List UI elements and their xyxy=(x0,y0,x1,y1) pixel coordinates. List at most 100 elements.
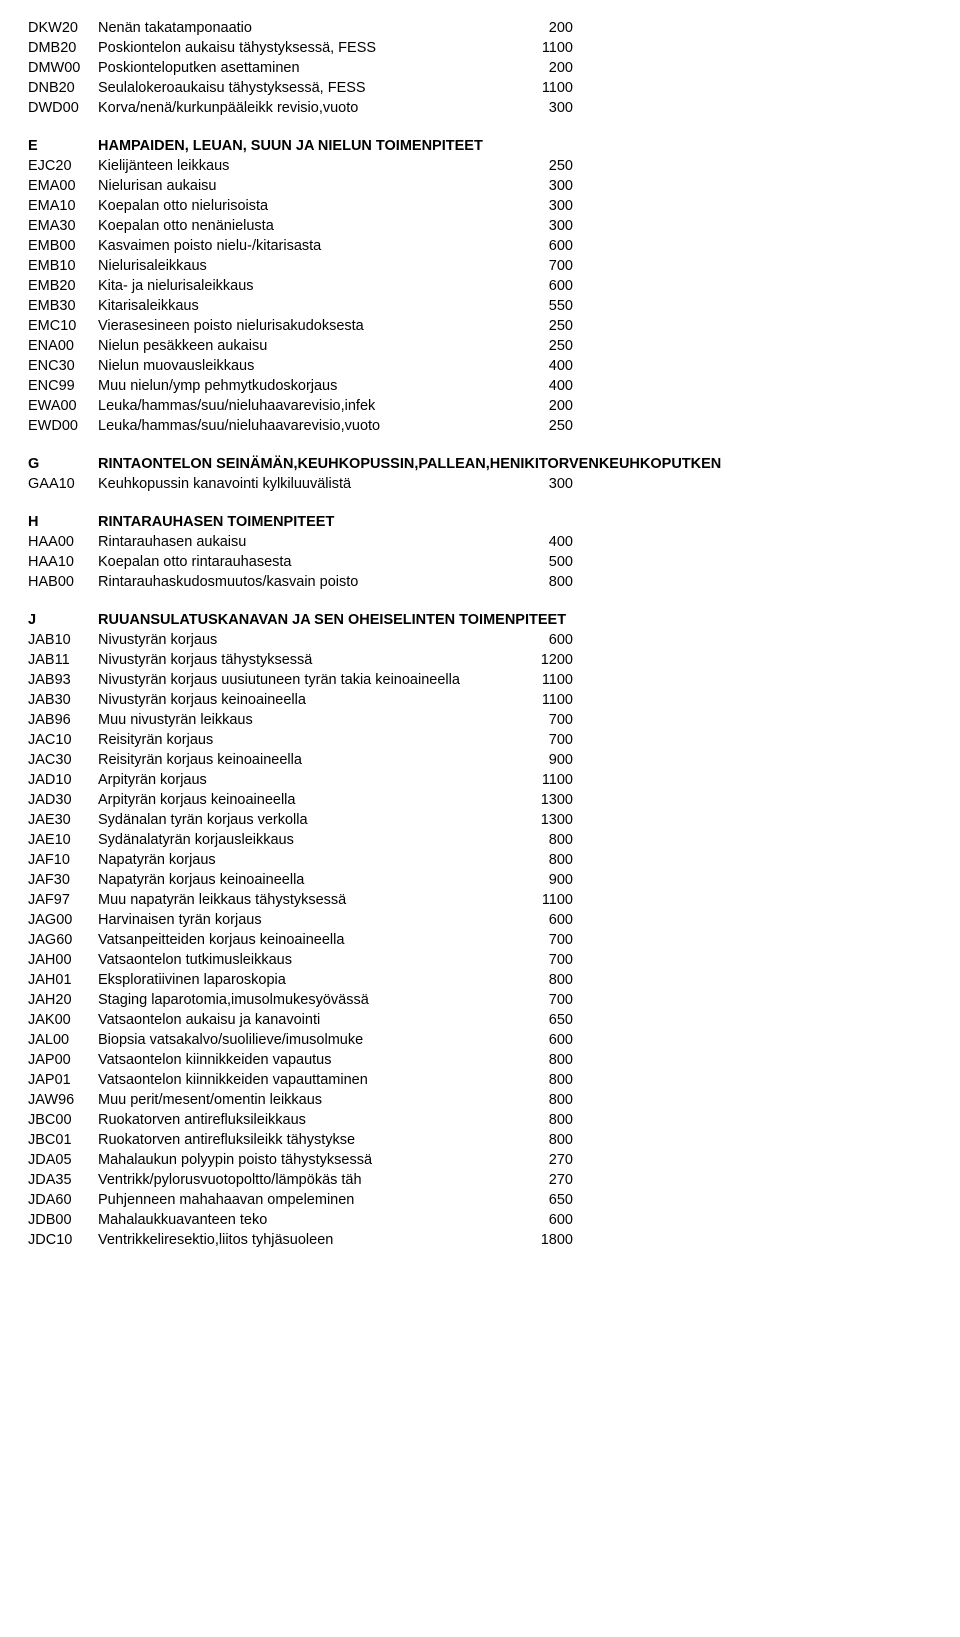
code-cell: JAB30 xyxy=(28,690,98,710)
table-row: EMC10Vierasesineen poisto nielurisakudok… xyxy=(28,316,960,336)
table-row: JAP00Vatsaontelon kiinnikkeiden vapautus… xyxy=(28,1050,960,1070)
label-cell: HAMPAIDEN, LEUAN, SUUN JA NIELUN TOIMENP… xyxy=(98,136,483,156)
label-cell: Kielijänteen leikkaus xyxy=(98,156,229,176)
code-cell: JAB10 xyxy=(28,630,98,650)
value-cell: 600 xyxy=(549,236,573,256)
code-cell: ENC30 xyxy=(28,356,98,376)
value-cell: 800 xyxy=(549,1050,573,1070)
code-cell: JAP00 xyxy=(28,1050,98,1070)
label-cell: Kitarisaleikkaus xyxy=(98,296,199,316)
label-cell: Vatsanpeitteiden korjaus keinoaineella xyxy=(98,930,344,950)
table-row: JAB93Nivustyrän korjaus uusiutuneen tyrä… xyxy=(28,670,960,690)
label-cell: Muu perit/mesent/omentin leikkaus xyxy=(98,1090,322,1110)
value-cell: 270 xyxy=(549,1170,573,1190)
label-cell: Koepalan otto nielurisoista xyxy=(98,196,268,216)
code-cell: ENC99 xyxy=(28,376,98,396)
table-row: EWA00Leuka/hammas/suu/nieluhaavarevisio,… xyxy=(28,396,960,416)
value-cell: 700 xyxy=(549,710,573,730)
code-cell: JAG00 xyxy=(28,910,98,930)
section-header-row: EHAMPAIDEN, LEUAN, SUUN JA NIELUN TOIMEN… xyxy=(28,136,960,156)
code-cell: EWA00 xyxy=(28,396,98,416)
code-cell: JDA35 xyxy=(28,1170,98,1190)
code-cell: JAC10 xyxy=(28,730,98,750)
code-cell: JBC00 xyxy=(28,1110,98,1130)
value-cell: 200 xyxy=(549,18,573,38)
label-cell: Harvinaisen tyrän korjaus xyxy=(98,910,262,930)
label-cell: Ventrikk/pylorusvuotopoltto/lämpökäs täh xyxy=(98,1170,362,1190)
code-cell: EMB30 xyxy=(28,296,98,316)
code-cell: JAF10 xyxy=(28,850,98,870)
label-cell: Leuka/hammas/suu/nieluhaavarevisio,vuoto xyxy=(98,416,380,436)
label-cell: Eksploratiivinen laparoskopia xyxy=(98,970,286,990)
label-cell: Nielurisaleikkaus xyxy=(98,256,207,276)
label-cell: Rintarauhasen aukaisu xyxy=(98,532,246,552)
label-cell: Rintarauhaskudosmuutos/kasvain poisto xyxy=(98,572,358,592)
label-cell: Vatsaontelon tutkimusleikkaus xyxy=(98,950,292,970)
label-cell: Napatyrän korjaus keinoaineella xyxy=(98,870,304,890)
label-cell: Vatsaontelon kiinnikkeiden vapautus xyxy=(98,1050,332,1070)
label-cell: Puhjenneen mahahaavan ompeleminen xyxy=(98,1190,354,1210)
code-cell: EMB20 xyxy=(28,276,98,296)
section-header-row: JRUUANSULATUSKANAVAN JA SEN OHEISELINTEN… xyxy=(28,610,960,630)
table-row: JDA35Ventrikk/pylorusvuotopoltto/lämpökä… xyxy=(28,1170,960,1190)
code-cell: JAB11 xyxy=(28,650,98,670)
value-cell: 700 xyxy=(549,950,573,970)
label-cell: Reisityrän korjaus xyxy=(98,730,213,750)
code-cell: EWD00 xyxy=(28,416,98,436)
table-row: JAC10Reisityrän korjaus 700 xyxy=(28,730,960,750)
label-cell: Arpityrän korjaus xyxy=(98,770,207,790)
section-gap xyxy=(28,494,960,512)
value-cell: 700 xyxy=(549,256,573,276)
code-cell: HAA00 xyxy=(28,532,98,552)
value-cell: 550 xyxy=(549,296,573,316)
label-cell: RUUANSULATUSKANAVAN JA SEN OHEISELINTEN … xyxy=(98,610,566,630)
value-cell: 500 xyxy=(549,552,573,572)
value-cell: 300 xyxy=(549,474,573,494)
value-cell: 700 xyxy=(549,990,573,1010)
code-cell: JAW96 xyxy=(28,1090,98,1110)
code-cell: DKW20 xyxy=(28,18,98,38)
label-cell: Ventrikkeliresektio,liitos tyhjäsuoleen xyxy=(98,1230,333,1250)
code-cell: JAD30 xyxy=(28,790,98,810)
section-gap xyxy=(28,436,960,454)
table-row: HAA00Rintarauhasen aukaisu400 xyxy=(28,532,960,552)
value-cell: 400 xyxy=(549,376,573,396)
code-cell: JAC30 xyxy=(28,750,98,770)
code-cell: JBC01 xyxy=(28,1130,98,1150)
value-cell: 250 xyxy=(549,316,573,336)
value-cell: 650 xyxy=(549,1190,573,1210)
table-row: JAE30Sydänalan tyrän korjaus verkolla130… xyxy=(28,810,960,830)
table-row: JAD30Arpityrän korjaus keinoaineella1300 xyxy=(28,790,960,810)
label-cell: Nivustyrän korjaus uusiutuneen tyrän tak… xyxy=(98,670,460,690)
label-cell: Kasvaimen poisto nielu-/kitarisasta xyxy=(98,236,321,256)
label-cell: Vatsaontelon aukaisu ja kanavointi xyxy=(98,1010,320,1030)
label-cell: Ruokatorven antirefluksileikkaus xyxy=(98,1110,306,1130)
value-cell: 700 xyxy=(549,730,573,750)
code-cell: DMB20 xyxy=(28,38,98,58)
table-row: JAB30Nivustyrän korjaus keinoaineella110… xyxy=(28,690,960,710)
value-cell: 800 xyxy=(549,970,573,990)
value-cell: 1100 xyxy=(542,38,573,58)
label-cell: Reisityrän korjaus keinoaineella xyxy=(98,750,302,770)
value-cell: 1100 xyxy=(542,890,573,910)
document-root: DKW20Nenän takatamponaatio200DMB20Poskio… xyxy=(28,18,960,1250)
table-row: JDC10Ventrikkeliresektio,liitos tyhjäsuo… xyxy=(28,1230,960,1250)
label-cell: Muu nivustyrän leikkaus xyxy=(98,710,253,730)
value-cell: 650 xyxy=(549,1010,573,1030)
label-cell: Poskiontelon aukaisu tähystyksessä, FESS xyxy=(98,38,376,58)
table-row: JDB00Mahalaukkuavanteen teko600 xyxy=(28,1210,960,1230)
table-row: DNB20Seulalokeroaukaisu tähystyksessä, F… xyxy=(28,78,960,98)
table-row: DMW00Poskionteloputken asettaminen200 xyxy=(28,58,960,78)
table-row: EMA10Koepalan otto nielurisoista300 xyxy=(28,196,960,216)
code-cell: EMC10 xyxy=(28,316,98,336)
table-row: JAC30Reisityrän korjaus keinoaineella 900 xyxy=(28,750,960,770)
value-cell: 1300 xyxy=(541,810,573,830)
table-row: JAH01Eksploratiivinen laparoskopia800 xyxy=(28,970,960,990)
value-cell: 900 xyxy=(549,750,573,770)
value-cell: 300 xyxy=(549,176,573,196)
code-cell: JAD10 xyxy=(28,770,98,790)
code-cell: JAL00 xyxy=(28,1030,98,1050)
code-cell: GAA10 xyxy=(28,474,98,494)
code-cell: JDB00 xyxy=(28,1210,98,1230)
value-cell: 1100 xyxy=(542,690,573,710)
